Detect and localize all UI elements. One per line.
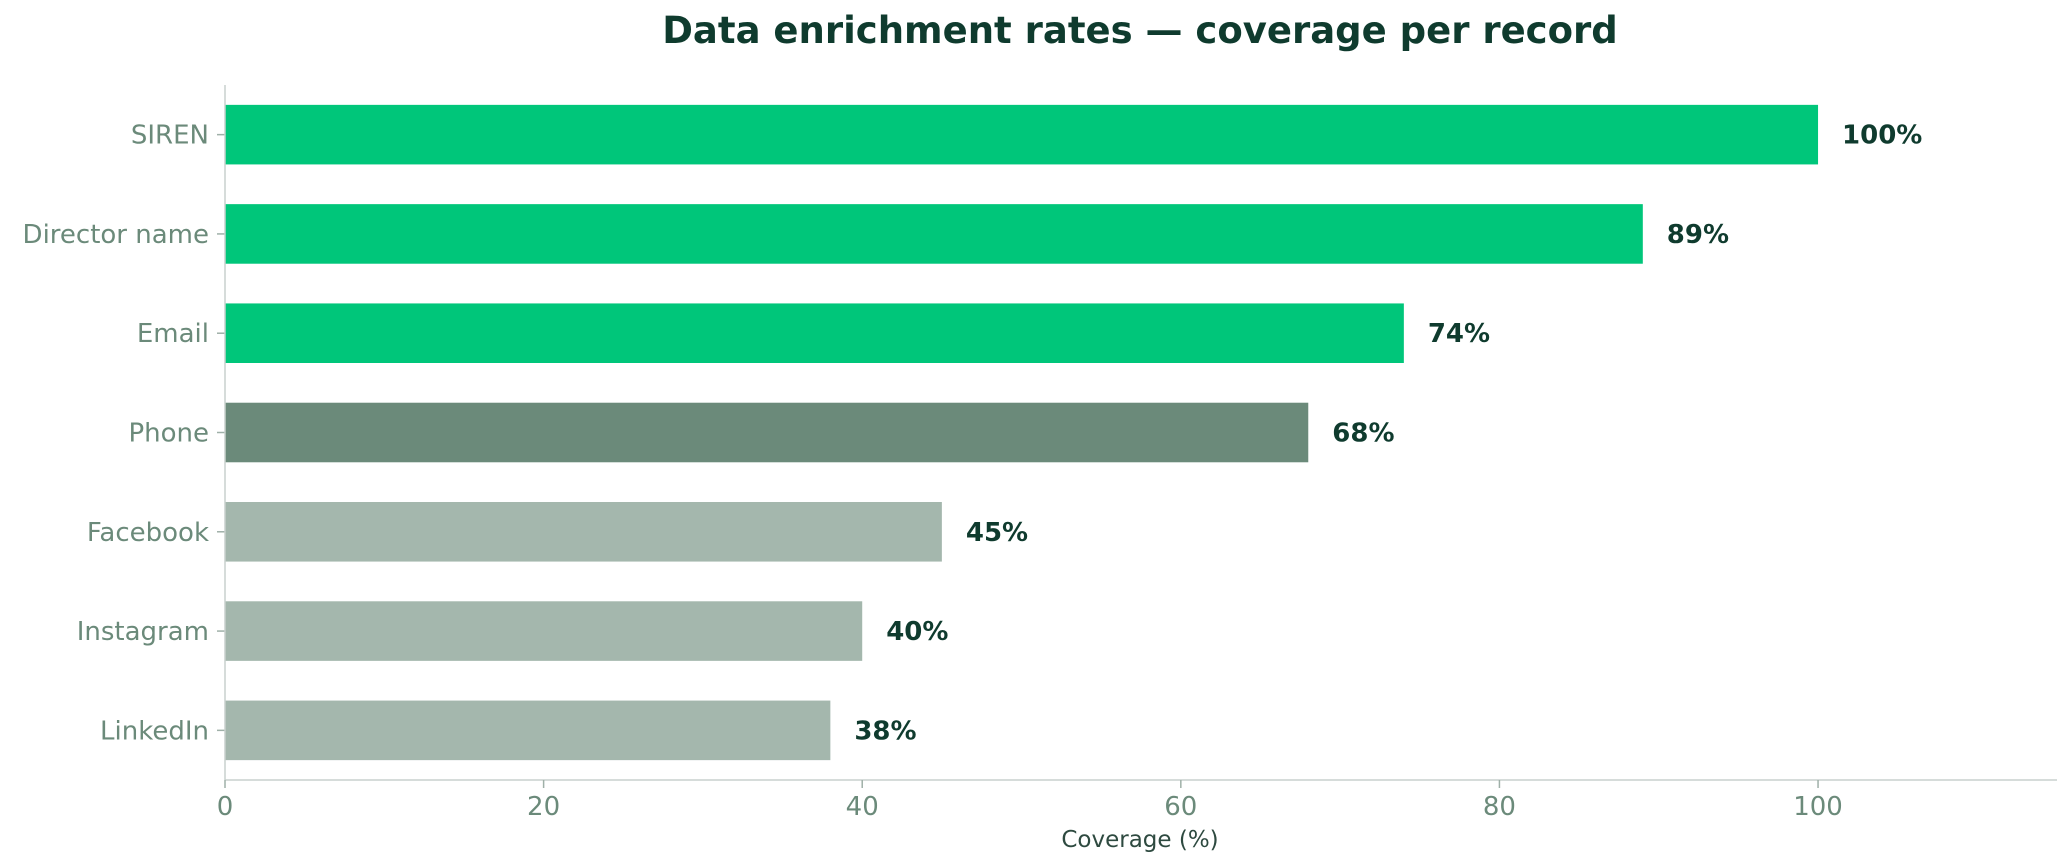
x-tick-label-80: 80 (1483, 792, 1516, 822)
bar-instagram (225, 601, 863, 661)
category-label-email: Email (137, 319, 209, 349)
category-label-linkedin: LinkedIn (100, 716, 209, 746)
category-label-instagram: Instagram (77, 617, 209, 647)
x-tick-label-40: 40 (846, 792, 879, 822)
bar-siren (225, 104, 1819, 165)
bar-email (225, 303, 1404, 363)
bars-layer: 100% 89% 74% 68% 45% 40% 38% (225, 104, 1922, 761)
category-label-phone: Phone (128, 419, 209, 449)
value-label-instagram: 40% (886, 617, 948, 647)
x-tick-label-60: 60 (1164, 792, 1197, 822)
x-tick-label-20: 20 (527, 792, 560, 822)
x-tick-label-0: 0 (217, 792, 234, 822)
value-label-email: 74% (1428, 319, 1490, 349)
value-label-director-name: 89% (1667, 220, 1729, 250)
bar-facebook (225, 502, 942, 562)
x-axis-title: Coverage (%) (1061, 827, 1218, 853)
x-tick-label-100: 100 (1793, 792, 1843, 822)
bar-director-name (225, 204, 1643, 264)
category-label-siren: SIREN (131, 121, 209, 151)
value-label-phone: 68% (1332, 419, 1394, 449)
value-label-siren: 100% (1842, 121, 1922, 151)
axes-layer: SIREN Director name Email Phone Facebook Inst… (23, 85, 2057, 822)
chart-title: Data enrichment rates — coverage per rec… (662, 9, 1618, 52)
bar-linkedin (225, 700, 831, 761)
value-label-linkedin: 38% (854, 716, 916, 746)
bar-phone (225, 402, 1309, 463)
category-label-director-name: Director name (23, 220, 209, 250)
category-label-facebook: Facebook (87, 518, 209, 548)
value-label-facebook: 45% (966, 518, 1028, 548)
